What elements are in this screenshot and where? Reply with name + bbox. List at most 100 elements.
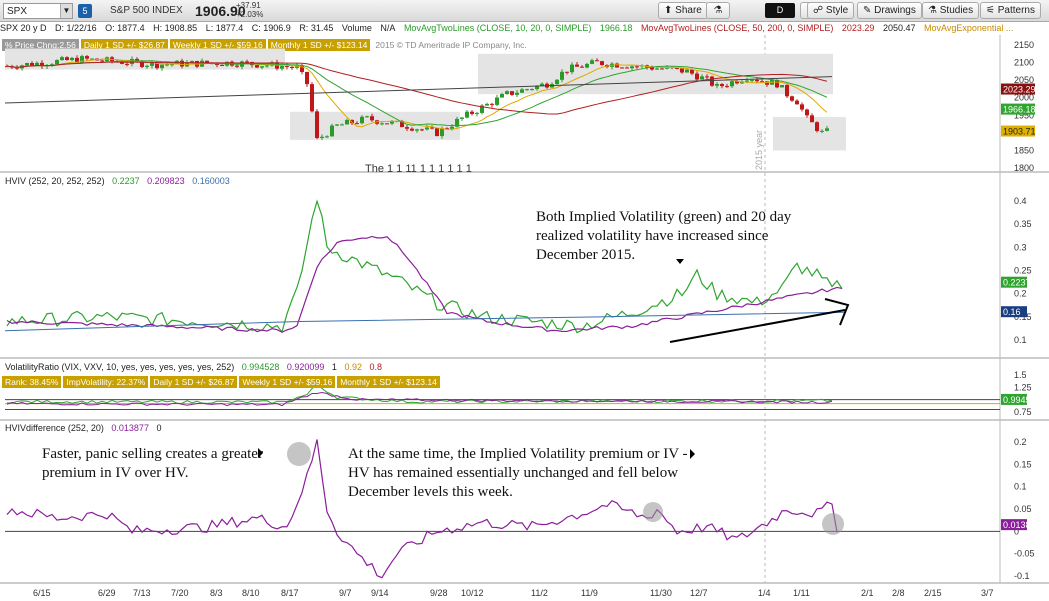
hvdiff-name[interactable]: HVIVdifference (252, 20) <box>5 423 104 433</box>
candle-body <box>205 60 209 64</box>
candle-body <box>170 64 174 66</box>
candle-body <box>605 64 609 67</box>
candle-body <box>810 115 814 123</box>
x-tick-label: 1/4 <box>758 588 771 598</box>
candle-body <box>195 60 199 67</box>
x-tick-label: 6/29 <box>98 588 116 598</box>
hviv-tag-base: 0.16 <box>1003 307 1021 317</box>
flask-button[interactable]: ⚗ <box>706 2 730 19</box>
candle-body <box>475 112 479 114</box>
symbol-field[interactable]: SPX ▼ <box>3 3 73 19</box>
vr-value-5: 0.8 <box>369 362 383 372</box>
hvdiff-value-2: 0 <box>156 423 162 433</box>
diff-tick-label: -0.05 <box>1014 549 1035 559</box>
candle-body <box>630 66 634 69</box>
candle-body <box>370 116 374 121</box>
vr-tag: 0.99453 <box>1003 395 1036 405</box>
flask-icon: ⚗ <box>713 5 723 16</box>
candle-body <box>230 61 234 66</box>
candle-body <box>130 58 134 64</box>
vr-name[interactable]: VolatilityRatio (VIX, VXV, 10, yes, yes,… <box>5 362 235 372</box>
candle-body <box>670 67 674 69</box>
highlight-box <box>5 48 285 70</box>
studies-label: Studies <box>939 5 974 16</box>
candle-body <box>480 105 484 113</box>
price-change-tag: % Price Chng:2.56 <box>2 39 79 51</box>
share-button[interactable]: ⬆ Share <box>658 2 708 19</box>
candle-body <box>715 84 719 86</box>
x-tick-label: 8/17 <box>281 588 299 598</box>
candle-body <box>530 89 534 91</box>
candle-body <box>680 68 684 73</box>
candle-body <box>790 96 794 101</box>
candle-body <box>500 94 504 98</box>
candle-body <box>50 64 54 66</box>
annotation-iv-increase: Both Implied Volatility (green) and 20 d… <box>536 209 792 263</box>
candle-body <box>350 119 354 124</box>
symbol-dropdown-icon[interactable]: ▼ <box>60 4 72 18</box>
x-tick-label: 7/13 <box>133 588 151 598</box>
volatility-ratio-label: VolatilityRatio (VIX, VXV, 10, yes, yes,… <box>5 362 387 372</box>
candle-body <box>55 60 59 65</box>
hviv-tag-iv-bg <box>1001 276 1027 288</box>
ma200-line <box>4 76 833 104</box>
candle-body <box>295 65 299 68</box>
drawings-button[interactable]: ✎ Drawings <box>857 2 922 19</box>
drawings-label: Drawings <box>874 5 916 16</box>
candle-body <box>815 122 819 132</box>
candle-body <box>320 136 324 138</box>
study-ma3-label[interactable]: MovAvgExponential ... <box>924 23 1014 33</box>
candle-body <box>635 66 639 68</box>
price-bubble-row: % Price Chng:2.56 Daily 1 SD +/- $26.87 We… <box>2 39 527 51</box>
candle-body <box>435 128 439 137</box>
flask-icon: ⚗ <box>928 5 940 16</box>
hv-baseline-line <box>4 311 846 332</box>
candle-body <box>465 111 469 118</box>
style-button[interactable]: ☍ Style <box>807 2 855 19</box>
trend-arrow-head <box>824 298 850 326</box>
vr-weekly-sd-tag: Weekly 1 SD +/- $59.16 <box>239 376 336 388</box>
copyright-text: 2015 © TD Ameritrade IP Company, Inc. <box>375 40 527 50</box>
price-tag-ma200-bg <box>1001 83 1035 95</box>
patterns-button[interactable]: ⚟ Patterns <box>980 2 1041 19</box>
symbol-value: SPX <box>7 6 28 17</box>
candle-body <box>85 56 89 59</box>
price-tag-last-bg <box>1001 125 1035 137</box>
vr-value-2: 0.920099 <box>286 362 325 372</box>
study-ma2-label[interactable]: MovAvgTwoLines (CLOSE, 50, 200, 0, SIMPL… <box>640 23 834 33</box>
candle-body <box>565 71 569 73</box>
hviv-tag-base-bg <box>1001 306 1027 318</box>
study-ma1-value: 1966.18 <box>599 23 633 33</box>
price-tick-label: 2100 <box>1014 58 1034 68</box>
studies-button[interactable]: ⚗ Studies <box>922 2 980 19</box>
candle-body <box>60 57 64 61</box>
vr-tick-label: 1 <box>1014 395 1019 405</box>
candle-body <box>260 66 264 68</box>
candle-body <box>280 66 284 69</box>
study-ma1-label[interactable]: MovAvgTwoLines (CLOSE, 10, 20, 0, SIMPLE… <box>403 23 592 33</box>
candle-body <box>455 118 459 127</box>
highlight-box <box>290 111 460 140</box>
candle-body <box>735 81 739 84</box>
x-tick-label: 10/12 <box>461 588 484 598</box>
price-tick-label: 2000 <box>1014 93 1034 103</box>
share-icon: ⬆ <box>664 5 676 16</box>
candle-body <box>585 63 589 68</box>
candle-body <box>95 58 99 61</box>
trend-arrow <box>669 309 846 343</box>
candle-body <box>540 83 544 86</box>
hviv-name[interactable]: HVIV (252, 20, 252, 252) <box>5 176 105 186</box>
timeframe-d-button[interactable]: D <box>765 3 795 18</box>
candle-body <box>470 111 474 114</box>
change-percent: +2.03% <box>236 10 264 19</box>
hviv-tick-label: 0.4 <box>1014 196 1027 206</box>
info-low: L: 1877.4 <box>205 23 244 33</box>
highlight-circle <box>287 442 311 466</box>
candle-body <box>375 120 379 124</box>
candle-body <box>25 62 29 66</box>
candle-body <box>665 67 669 69</box>
link-group-badge[interactable]: 5 <box>78 4 92 18</box>
candle-body <box>495 97 499 105</box>
candle-body <box>215 63 219 66</box>
candle-body <box>120 61 124 64</box>
